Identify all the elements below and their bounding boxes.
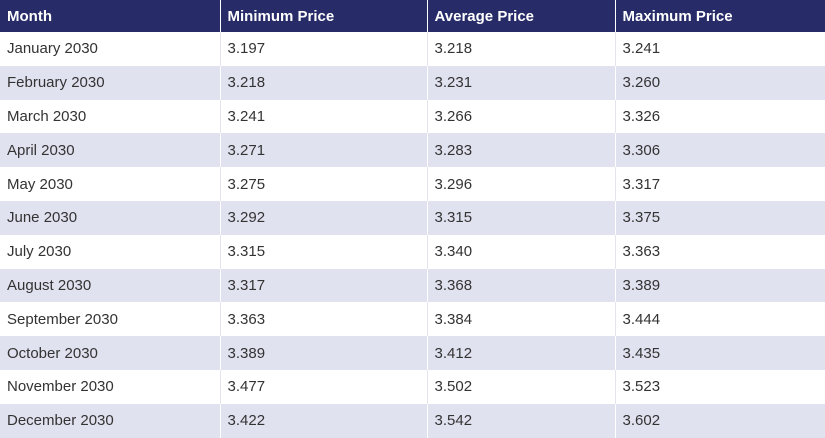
cell-month: January 2030 xyxy=(0,32,221,66)
cell-minimum-price: 3.422 xyxy=(220,403,428,438)
table-header: Month Minimum Price Average Price Maximu… xyxy=(0,0,825,32)
cell-month: February 2030 xyxy=(0,65,221,100)
cell-average-price: 3.218 xyxy=(427,32,616,66)
cell-average-price: 3.315 xyxy=(427,200,616,235)
cell-month: May 2030 xyxy=(0,167,221,201)
header-maximum-price: Maximum Price xyxy=(615,0,825,32)
cell-average-price: 3.368 xyxy=(427,268,616,303)
header-minimum-price: Minimum Price xyxy=(220,0,428,32)
header-average-price: Average Price xyxy=(427,0,616,32)
cell-maximum-price: 3.523 xyxy=(615,369,825,404)
cell-maximum-price: 3.260 xyxy=(615,65,825,100)
table-row: September 2030 3.363 3.384 3.444 xyxy=(0,302,825,337)
cell-maximum-price: 3.444 xyxy=(615,302,825,337)
cell-month: July 2030 xyxy=(0,234,221,269)
header-row: Month Minimum Price Average Price Maximu… xyxy=(0,0,825,32)
cell-minimum-price: 3.315 xyxy=(220,234,428,269)
cell-minimum-price: 3.275 xyxy=(220,167,428,201)
cell-minimum-price: 3.197 xyxy=(220,32,428,66)
table-row: November 2030 3.477 3.502 3.523 xyxy=(0,369,825,404)
cell-month: June 2030 xyxy=(0,200,221,235)
cell-maximum-price: 3.363 xyxy=(615,234,825,269)
cell-average-price: 3.542 xyxy=(427,403,616,438)
table-row: May 2030 3.275 3.296 3.317 xyxy=(0,167,825,201)
cell-month: August 2030 xyxy=(0,268,221,303)
cell-average-price: 3.502 xyxy=(427,369,616,404)
table-row: December 2030 3.422 3.542 3.602 xyxy=(0,403,825,438)
table-body: January 2030 3.197 3.218 3.241 February … xyxy=(0,32,825,438)
table-row: January 2030 3.197 3.218 3.241 xyxy=(0,32,825,66)
cell-average-price: 3.384 xyxy=(427,302,616,337)
cell-minimum-price: 3.218 xyxy=(220,65,428,100)
cell-average-price: 3.266 xyxy=(427,99,616,134)
cell-minimum-price: 3.241 xyxy=(220,99,428,134)
cell-minimum-price: 3.317 xyxy=(220,268,428,303)
cell-average-price: 3.296 xyxy=(427,167,616,201)
cell-month: April 2030 xyxy=(0,133,221,168)
cell-minimum-price: 3.271 xyxy=(220,133,428,168)
cell-month: November 2030 xyxy=(0,369,221,404)
cell-maximum-price: 3.326 xyxy=(615,99,825,134)
cell-average-price: 3.231 xyxy=(427,65,616,100)
table-row: February 2030 3.218 3.231 3.260 xyxy=(0,65,825,100)
table-row: August 2030 3.317 3.368 3.389 xyxy=(0,268,825,303)
cell-maximum-price: 3.435 xyxy=(615,336,825,370)
cell-month: October 2030 xyxy=(0,336,221,370)
cell-maximum-price: 3.317 xyxy=(615,167,825,201)
cell-month: September 2030 xyxy=(0,302,221,337)
cell-maximum-price: 3.306 xyxy=(615,133,825,168)
cell-maximum-price: 3.389 xyxy=(615,268,825,303)
cell-minimum-price: 3.363 xyxy=(220,302,428,337)
header-month: Month xyxy=(0,0,221,32)
cell-month: December 2030 xyxy=(0,403,221,438)
cell-minimum-price: 3.389 xyxy=(220,336,428,370)
cell-average-price: 3.283 xyxy=(427,133,616,168)
cell-maximum-price: 3.602 xyxy=(615,403,825,438)
table-row: April 2030 3.271 3.283 3.306 xyxy=(0,133,825,168)
table-row: March 2030 3.241 3.266 3.326 xyxy=(0,99,825,134)
table-row: October 2030 3.389 3.412 3.435 xyxy=(0,336,825,370)
cell-maximum-price: 3.375 xyxy=(615,200,825,235)
table-row: June 2030 3.292 3.315 3.375 xyxy=(0,200,825,235)
table-row: July 2030 3.315 3.340 3.363 xyxy=(0,234,825,269)
cell-month: March 2030 xyxy=(0,99,221,134)
cell-average-price: 3.412 xyxy=(427,336,616,370)
cell-minimum-price: 3.292 xyxy=(220,200,428,235)
cell-average-price: 3.340 xyxy=(427,234,616,269)
cell-maximum-price: 3.241 xyxy=(615,32,825,66)
cell-minimum-price: 3.477 xyxy=(220,369,428,404)
